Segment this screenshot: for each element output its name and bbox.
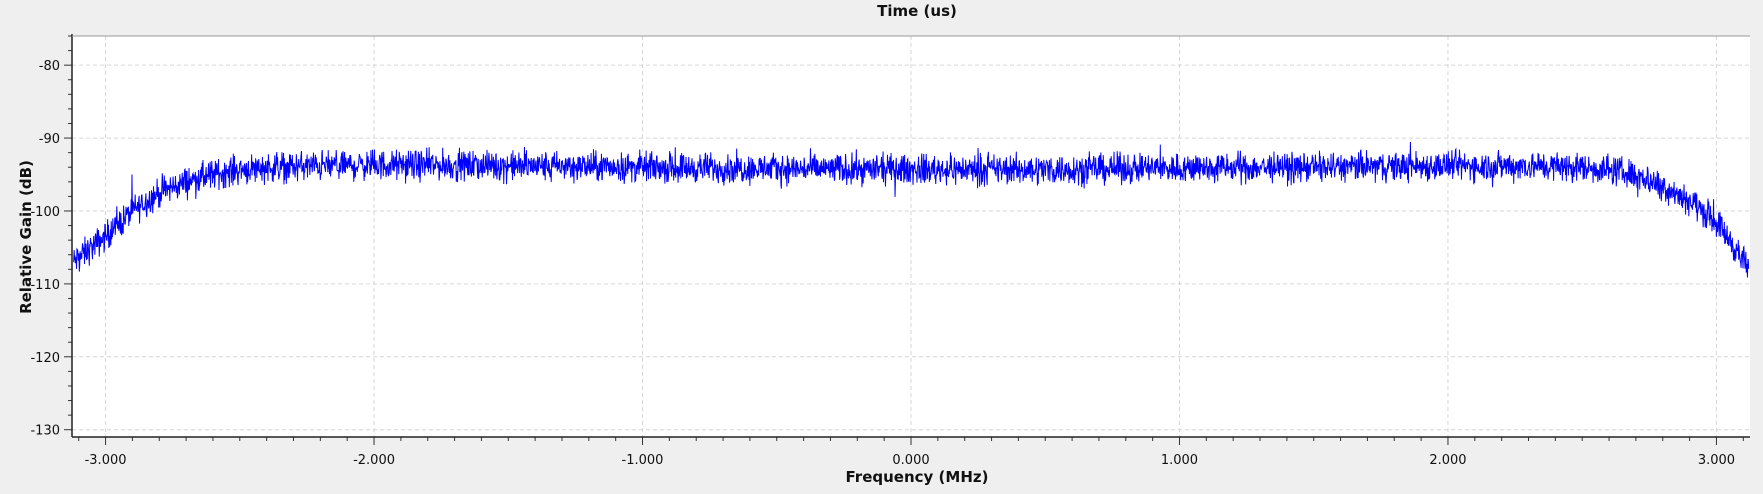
grid-lines: [72, 36, 1750, 437]
x-tick-label: 1.000: [1161, 453, 1198, 468]
axes: [64, 34, 1750, 445]
x-axis-label: Frequency (MHz): [846, 468, 989, 486]
y-tick-label: -120: [30, 351, 60, 366]
series-line: [72, 141, 1750, 278]
x-tick-label: -3.000: [85, 453, 127, 468]
y-axis-label: Relative Gain (dB): [17, 160, 35, 314]
y-tick-label: -80: [39, 59, 60, 74]
y-tick-label: -110: [30, 278, 60, 293]
y-tick-label: -90: [39, 132, 60, 147]
tick-labels: -3.000 -2.000 -1.000 0.000 1.000 2.000 3.000 -8…: [30, 59, 1735, 468]
x-tick-label: -1.000: [622, 453, 664, 468]
y-tick-label: -100: [30, 205, 60, 220]
x-tick-label: 2.000: [1429, 453, 1466, 468]
x-tick-label: -2.000: [353, 453, 395, 468]
plot-background: [72, 36, 1750, 437]
x-tick-label: 0.000: [892, 453, 929, 468]
y-tick-label: -130: [30, 424, 60, 439]
x-tick-label: 3.000: [1698, 453, 1735, 468]
chart-title: Time (us): [877, 2, 957, 20]
